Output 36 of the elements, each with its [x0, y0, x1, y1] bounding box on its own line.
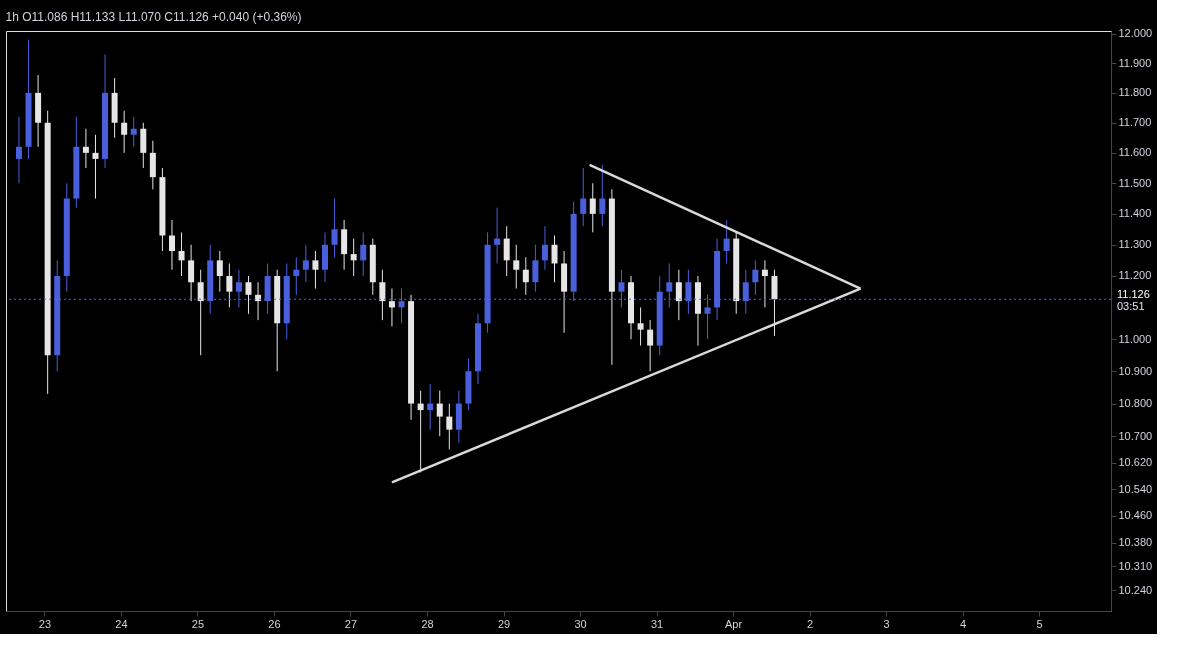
x-tick-label: 31	[650, 617, 664, 630]
text: 03:51	[1117, 300, 1145, 313]
x-tick-label: 3	[883, 617, 890, 630]
y-tick-label: 10.380	[1118, 536, 1153, 549]
y-tick-label: 10.310	[1118, 559, 1153, 572]
x-tick-label: 2	[806, 617, 814, 630]
chart-title: 1h O11.086 H11.133 L11.070 C11.126 +0.040 (+0.36%)	[5, 9, 302, 24]
x-tick-label: 28	[421, 617, 434, 630]
y-tick-label: 11.200	[1118, 269, 1152, 282]
x-tick-label: Apr	[724, 617, 743, 630]
x-tick-label: 23	[38, 617, 52, 630]
y-tick-label: 11.500	[1118, 176, 1152, 189]
y-tick-label: 10.240	[1118, 583, 1153, 596]
y-tick-label: 12.000	[1118, 27, 1153, 40]
y-tick-label: 10.460	[1118, 509, 1153, 522]
y-tick-label: 10.800	[1118, 397, 1153, 410]
y-tick-label: 10.700	[1118, 429, 1153, 442]
y-tick-label: 11.400	[1118, 207, 1152, 220]
x-tick-label: 25	[191, 617, 205, 630]
x-tick-label: 30	[574, 617, 587, 630]
y-tick-label: 11.000	[1118, 332, 1152, 345]
y-tick-label: 11.700	[1118, 116, 1152, 129]
x-tick-label: 27	[344, 617, 358, 630]
x-tick-label: 29	[497, 617, 511, 630]
y-tick-label: 10.620	[1118, 456, 1153, 469]
x-tick-label: 24	[115, 617, 128, 630]
x-tick-label: 5	[1036, 617, 1043, 630]
y-tick-label: 11.900	[1118, 56, 1152, 69]
y-tick-label: 11.600	[1118, 146, 1152, 159]
y-tick-label: 10.540	[1118, 482, 1153, 495]
y-tick-label: 10.900	[1118, 364, 1153, 377]
x-tick-label: 26	[268, 617, 281, 630]
ref-line-label: 11.126	[1117, 288, 1150, 301]
x-tick-label: 4	[959, 617, 967, 630]
y-tick-label: 11.800	[1118, 86, 1152, 99]
y-tick-label: 11.300	[1118, 238, 1152, 251]
